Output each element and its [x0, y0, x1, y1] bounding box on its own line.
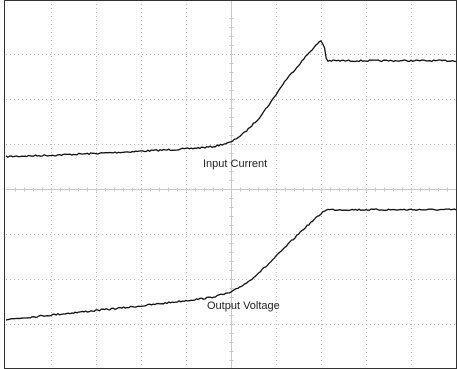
output-voltage-label: Output Voltage: [207, 300, 280, 312]
grid: [6, 0, 456, 369]
traces: [5, 40, 457, 321]
output-voltage-trace: [5, 208, 457, 321]
input-current-trace: [5, 40, 457, 158]
input-current-label: Input Current: [203, 158, 267, 170]
